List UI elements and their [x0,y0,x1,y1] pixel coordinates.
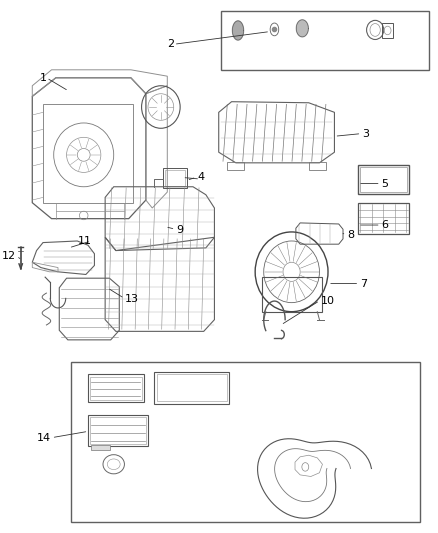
Bar [165,169,185,185]
Text: 5: 5 [381,179,389,189]
Text: 2: 2 [167,39,174,49]
Text: 1: 1 [39,73,46,83]
Bar [90,376,141,400]
Bar [157,374,227,401]
Bar [360,167,407,192]
Bar [90,417,146,443]
Polygon shape [297,20,308,37]
Text: 9: 9 [176,225,183,236]
Bar [155,372,230,403]
Bar [221,11,429,70]
Text: 11: 11 [78,236,92,246]
Bar [227,162,244,169]
Bar [43,104,133,203]
Bar [261,277,321,312]
Bar [163,167,187,188]
Bar [382,23,393,38]
Text: 6: 6 [381,220,389,230]
Polygon shape [233,21,244,40]
Bar [71,362,420,522]
Text: 3: 3 [362,128,369,139]
Bar [88,415,148,446]
Text: 10: 10 [321,295,335,305]
Bar [358,203,410,233]
Text: 7: 7 [360,279,367,288]
Bar [88,374,144,402]
Bar [91,445,110,450]
Text: 12: 12 [2,251,16,261]
Text: 4: 4 [197,172,205,182]
Text: 8: 8 [347,230,354,240]
Bar [309,162,326,169]
Text: 13: 13 [124,294,138,304]
Bar [358,165,410,194]
Text: 14: 14 [37,433,51,443]
